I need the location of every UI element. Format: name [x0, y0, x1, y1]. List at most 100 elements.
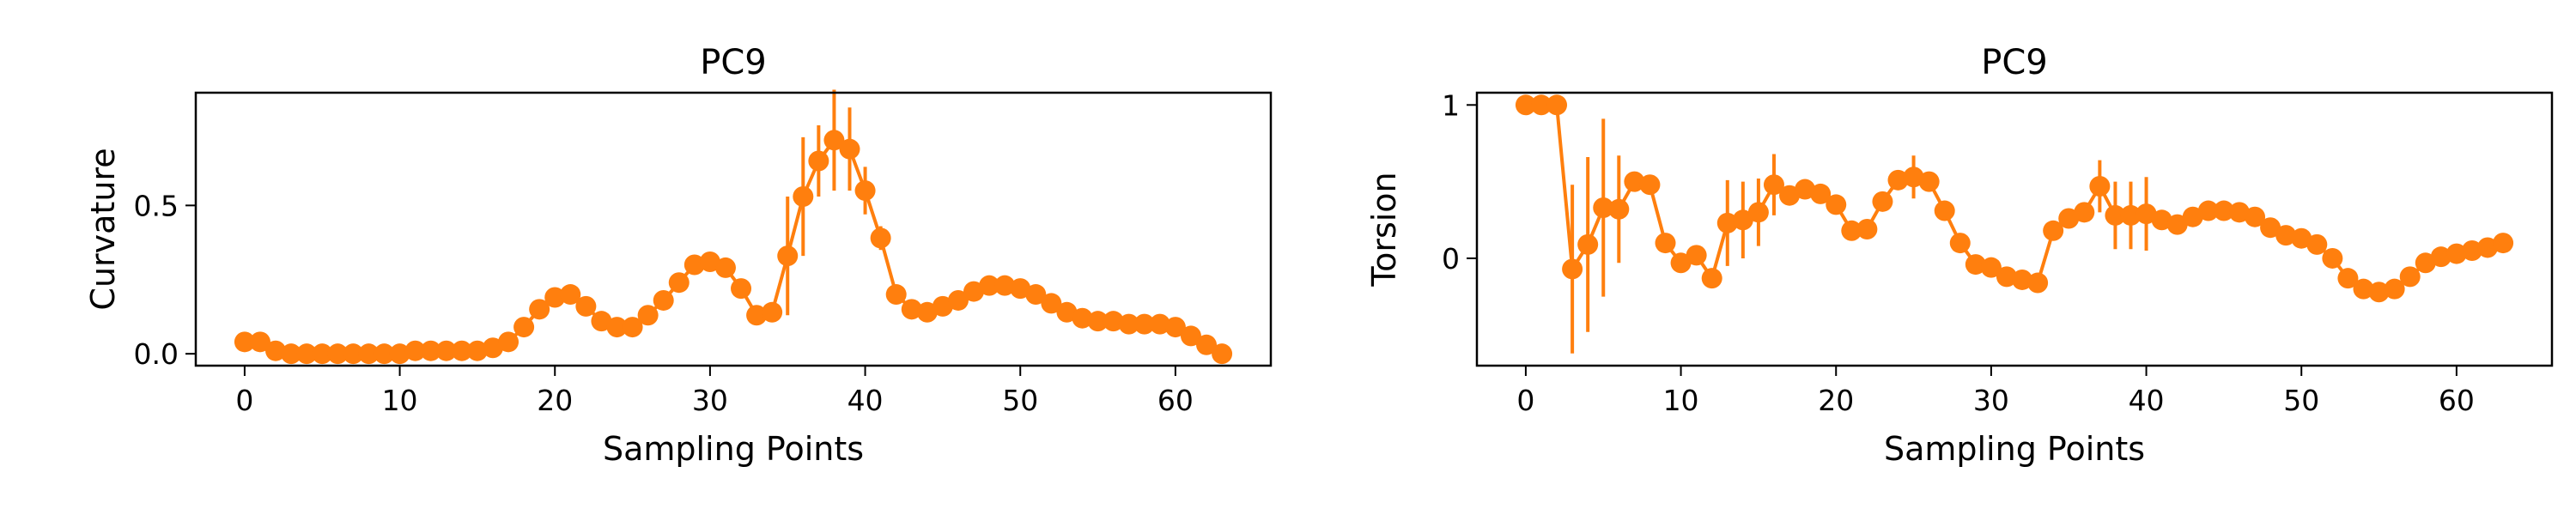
data-point — [1196, 334, 1218, 355]
x-axis-label: Sampling Points — [1884, 430, 2145, 468]
data-point — [1747, 202, 1769, 223]
data-point — [529, 299, 550, 320]
data-point — [1872, 191, 1893, 212]
data-point — [823, 130, 845, 151]
data-point — [854, 180, 876, 202]
data-point — [296, 343, 318, 365]
chart-title: PC9 — [1981, 43, 2048, 82]
data-point — [2445, 243, 2467, 264]
data-point — [234, 331, 255, 353]
data-point — [1515, 94, 1536, 116]
data-point — [1180, 325, 1201, 347]
data-point — [374, 343, 395, 365]
data-point — [281, 343, 302, 365]
plot-frame — [1475, 91, 2554, 367]
data-point — [1918, 171, 1940, 192]
data-point — [1655, 233, 1676, 254]
data-point — [2337, 268, 2359, 289]
data-point — [2493, 233, 2514, 254]
data-point — [451, 340, 472, 361]
data-point — [2120, 204, 2142, 226]
data-point — [808, 150, 829, 172]
data-point — [1530, 94, 1552, 116]
data-point — [1810, 183, 1832, 204]
data-point — [2012, 269, 2033, 290]
data-point — [979, 275, 1000, 296]
data-point — [1763, 174, 1784, 196]
data-point — [312, 343, 333, 365]
data-point — [2166, 214, 2188, 235]
data-point — [839, 138, 860, 160]
data-point — [1826, 194, 1847, 215]
data-point — [1856, 219, 1878, 239]
data-point — [885, 284, 907, 306]
data-point — [575, 295, 597, 317]
data-point — [1164, 317, 1186, 338]
data-point — [2105, 204, 2126, 226]
data-point — [544, 287, 566, 308]
x-tick-label: 0 — [1516, 384, 1534, 417]
data-point — [1212, 343, 1233, 365]
data-point — [2415, 252, 2436, 274]
data-point — [762, 301, 783, 323]
data-point — [1779, 185, 1801, 206]
data-point — [1980, 257, 2002, 278]
data-point — [1577, 233, 1599, 255]
data-point — [1103, 311, 1124, 332]
data-point — [265, 340, 287, 361]
data-point — [2477, 237, 2499, 258]
data-point — [1025, 284, 1047, 306]
x-tick-label: 40 — [2129, 384, 2165, 417]
data-point — [591, 311, 612, 332]
data-point — [1903, 167, 1924, 188]
data-point — [947, 289, 969, 311]
data-point — [606, 317, 628, 338]
x-tick-label: 20 — [537, 384, 573, 417]
x-tick-label: 10 — [1663, 384, 1699, 417]
data-point — [731, 278, 752, 300]
data-point — [2074, 202, 2095, 223]
y-tick-label: 0.0 — [134, 337, 179, 371]
x-tick-label: 30 — [1973, 384, 2009, 417]
data-point — [2353, 278, 2374, 300]
curvature-plot: PC9 0 10 20 30 40 50 60 0.0 0.5 Sampling Points Cur… — [84, 43, 1273, 468]
data-point — [1149, 313, 1170, 335]
data-point — [1087, 311, 1109, 332]
data-point — [513, 317, 535, 338]
data-point — [1686, 245, 1707, 266]
data-point — [2399, 266, 2421, 288]
data-point — [2368, 282, 2390, 303]
data-point — [2027, 272, 2049, 294]
x-tick-label: 20 — [1818, 384, 1854, 417]
data-point — [1624, 171, 1645, 192]
x-tick-label: 60 — [1157, 384, 1194, 417]
data-point — [2182, 206, 2203, 227]
data-point — [1670, 252, 1692, 274]
y-tick-label: 0 — [1442, 242, 1460, 276]
data-point — [343, 343, 364, 365]
data-point — [2430, 246, 2451, 268]
data-point — [901, 299, 922, 320]
data-point — [466, 340, 488, 361]
data-point — [637, 305, 659, 326]
data-point — [2306, 233, 2328, 255]
data-point — [1072, 307, 1093, 329]
data-point — [1949, 233, 1971, 254]
x-tick-label: 0 — [235, 384, 253, 417]
data-point — [389, 343, 410, 365]
data-point — [404, 340, 426, 361]
chart-title: PC9 — [700, 43, 767, 82]
data-point — [622, 317, 643, 338]
data-point — [1934, 200, 1955, 221]
data-point — [1732, 209, 1753, 231]
data-point — [2213, 200, 2234, 221]
y-axis-label: Curvature — [84, 148, 122, 310]
data-point — [1887, 169, 1909, 191]
data-point — [683, 254, 705, 276]
data-point — [1562, 258, 1583, 280]
data-point — [1608, 198, 1630, 220]
plot-frame — [194, 91, 1273, 367]
torsion-plot: PC9 0 10 20 30 40 50 60 0 1 Sampling Points Torsion — [1365, 43, 2554, 468]
data-point — [1965, 254, 1986, 276]
